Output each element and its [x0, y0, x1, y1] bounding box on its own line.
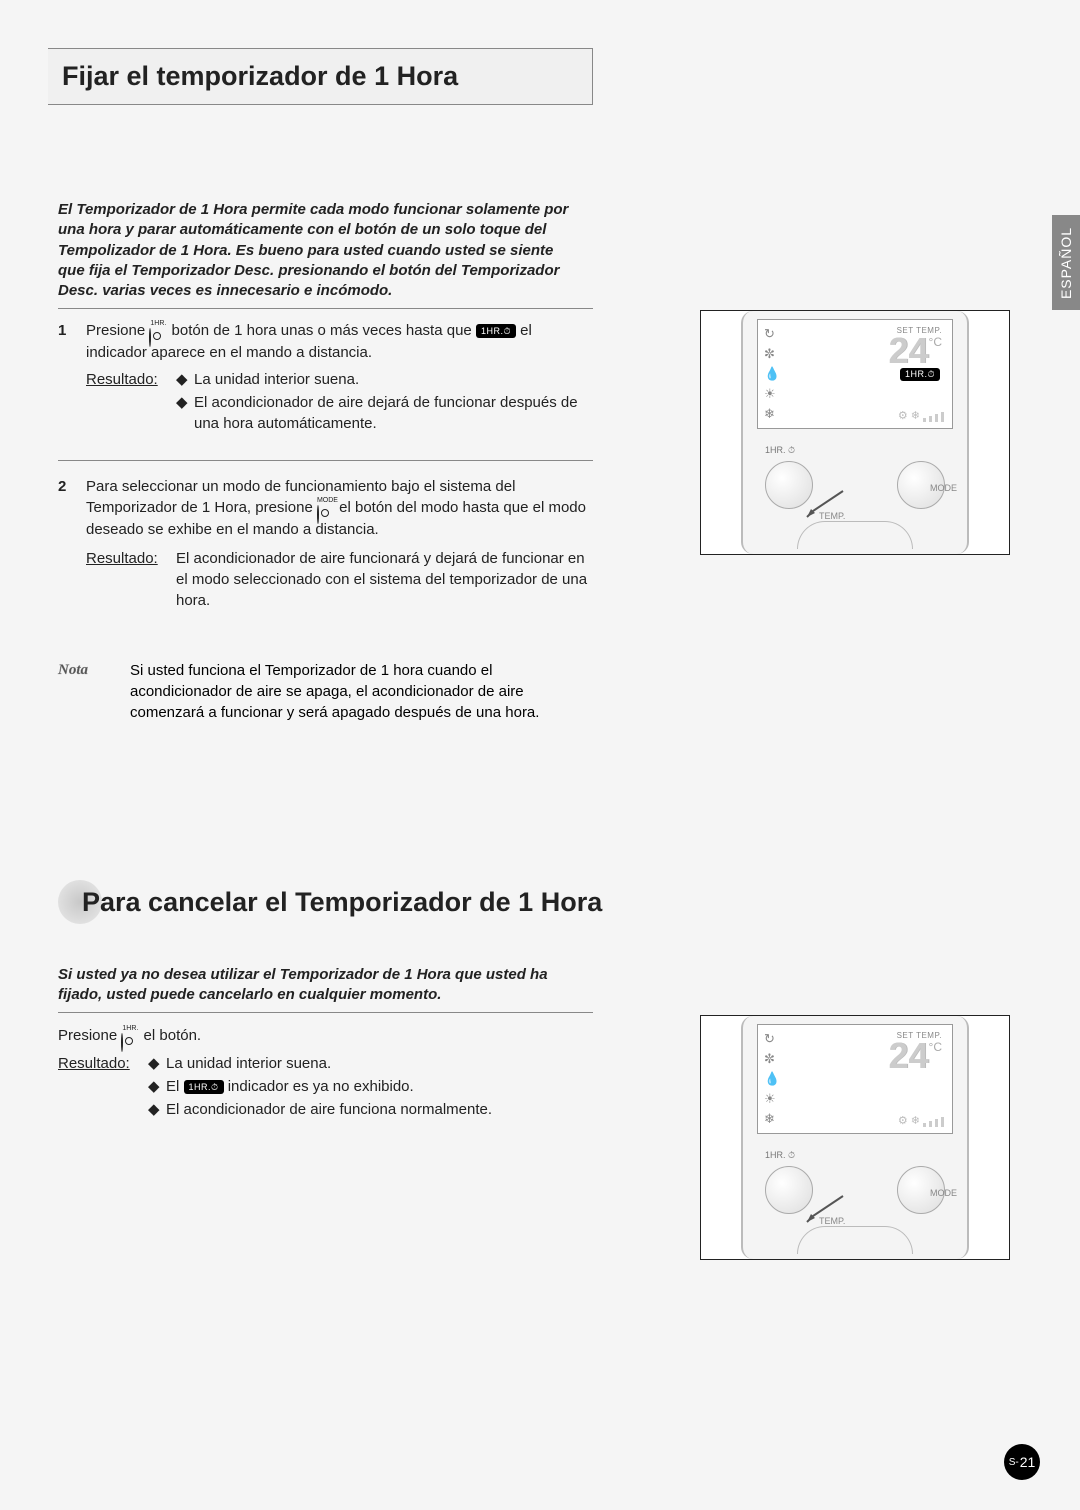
step-result: Resultado: ◆La unidad interior suena. ◆E…: [86, 369, 593, 436]
cool-icon: ✼: [764, 1051, 792, 1067]
lcd-signal-icons: ⚙❄: [898, 409, 944, 422]
heat-icon: ❄: [764, 1111, 792, 1127]
auto-icon: ↻: [764, 1031, 792, 1047]
step-body: Presione 1HR. botón de 1 hora unas o más…: [86, 320, 593, 436]
remote-figure-2: ↻ ✼ 💧 ☀ ❄ SET TEMP. 24°C ⚙❄ 1HR. ⏱: [700, 1015, 1010, 1260]
lcd-signal-icons: ⚙❄: [898, 1114, 944, 1127]
section2-result: Resultado: ◆La unidad interior suena. ◆ …: [58, 1053, 593, 1122]
step-result: Resultado: El acondicionador de aire fun…: [86, 548, 593, 611]
step-1: 1 Presione 1HR. botón de 1 hora unas o m…: [58, 320, 593, 436]
remote-button-area: 1HR. ⏱ MODE TEMP.: [757, 1146, 953, 1259]
remote-body: ↻ ✼ 💧 ☀ ❄ SET TEMP. 24°C ⚙❄ 1HR. ⏱: [741, 1016, 969, 1259]
section2-intro: Si usted ya no desea utilizar el Tempori…: [58, 965, 578, 1006]
mode-button-icon: MODE: [317, 497, 335, 519]
step-number: 2: [58, 476, 66, 497]
manual-page: Fijar el temporizador de 1 Hora ESPAÑOL …: [0, 0, 1080, 1510]
1hr-indicator-pill: 1HR.⏱: [476, 324, 516, 339]
language-tab: ESPAÑOL: [1052, 215, 1080, 310]
note-label: Nota: [58, 660, 130, 723]
1hr-button-icon: 1HR.: [149, 320, 167, 342]
temp-label: TEMP.: [819, 511, 845, 521]
temp-rocker: [797, 521, 913, 549]
dry-icon: 💧: [764, 366, 792, 382]
step-number: 1: [58, 320, 66, 341]
lcd-temp: SET TEMP. 24°C: [888, 1031, 942, 1073]
dry-icon: 💧: [764, 1071, 792, 1087]
remote-lcd: ↻ ✼ 💧 ☀ ❄ SET TEMP. 24°C ⚙❄: [757, 1024, 953, 1134]
lcd-mode-icons: ↻ ✼ 💧 ☀ ❄: [764, 326, 792, 422]
section-title-box: Fijar el temporizador de 1 Hora: [48, 48, 593, 105]
fan-icon: ☀: [764, 386, 792, 402]
divider: [58, 460, 593, 461]
1hr-button-label: 1HR. ⏱: [765, 445, 795, 456]
step-2: 2 Para seleccionar un modo de funcionami…: [58, 476, 593, 611]
intro-paragraph: El Temporizador de 1 Hora permite cada m…: [58, 200, 578, 301]
fan-icon: ☀: [764, 1091, 792, 1107]
remote-figure-1: ↻ ✼ 💧 ☀ ❄ SET TEMP. 24°C 1HR.⏱ ⚙❄ 1HR. ⏱: [700, 310, 1010, 555]
divider: [58, 308, 593, 309]
lcd-mode-icons: ↻ ✼ 💧 ☀ ❄: [764, 1031, 792, 1127]
section2-title: Para cancelar el Temporizador de 1 Hora: [82, 887, 602, 918]
divider: [58, 1012, 593, 1013]
page-title: Fijar el temporizador de 1 Hora: [62, 61, 578, 92]
temp-rocker: [797, 1226, 913, 1254]
1hr-button-label: 1HR. ⏱: [765, 1150, 795, 1161]
mode-label: MODE: [930, 483, 957, 493]
1hr-button-icon: 1HR.: [121, 1025, 139, 1047]
lcd-1hr-pill: 1HR.⏱: [900, 368, 940, 381]
remote-lcd: ↻ ✼ 💧 ☀ ❄ SET TEMP. 24°C 1HR.⏱ ⚙❄: [757, 319, 953, 429]
section2-body: Presione 1HR. el botón. Resultado: ◆La u…: [58, 1025, 593, 1122]
lcd-temp: SET TEMP. 24°C: [888, 326, 942, 368]
section2-title-row: Para cancelar el Temporizador de 1 Hora: [58, 880, 602, 924]
mode-label: MODE: [930, 1188, 957, 1198]
temp-label: TEMP.: [819, 1216, 845, 1226]
cool-icon: ✼: [764, 346, 792, 362]
language-label: ESPAÑOL: [1058, 226, 1074, 298]
remote-button-area: 1HR. ⏱ MODE TEMP.: [757, 441, 953, 554]
step-body: Para seleccionar un modo de funcionamien…: [86, 476, 593, 611]
remote-body: ↻ ✼ 💧 ☀ ❄ SET TEMP. 24°C 1HR.⏱ ⚙❄ 1HR. ⏱: [741, 311, 969, 554]
heat-icon: ❄: [764, 406, 792, 422]
1hr-indicator-pill: 1HR.⏱: [184, 1080, 224, 1095]
auto-icon: ↻: [764, 326, 792, 342]
note-block: Nota Si usted funciona el Temporizador d…: [58, 660, 593, 723]
page-number-badge: S-21: [1004, 1444, 1040, 1480]
note-text: Si usted funciona el Temporizador de 1 h…: [130, 660, 593, 723]
